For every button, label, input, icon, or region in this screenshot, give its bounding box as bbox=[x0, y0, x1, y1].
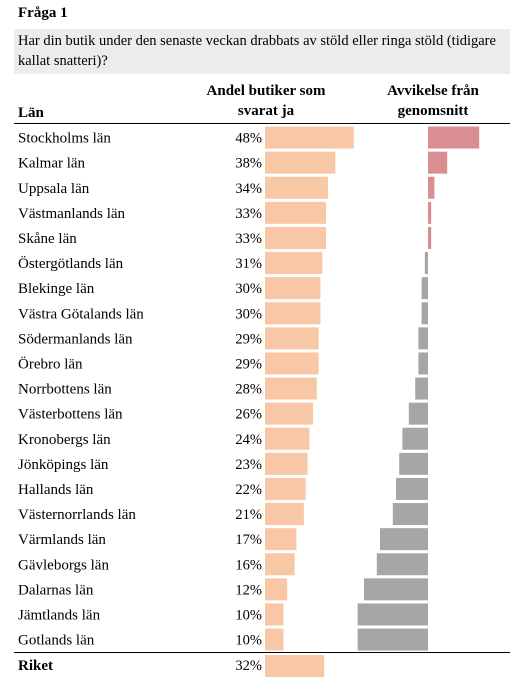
share-bar bbox=[265, 603, 284, 626]
share-bar bbox=[265, 302, 321, 325]
share-value-label: 28% bbox=[235, 382, 262, 398]
county-label: Dalarnas län bbox=[18, 582, 94, 598]
share-bar bbox=[265, 327, 319, 350]
deviation-bar bbox=[402, 427, 428, 450]
deviation-bar bbox=[418, 352, 428, 375]
county-label: Kalmar län bbox=[18, 156, 86, 172]
deviation-bar bbox=[415, 377, 428, 400]
county-label: Västernorrlands län bbox=[18, 507, 136, 523]
share-value-label: 31% bbox=[235, 256, 262, 272]
deviation-bar bbox=[364, 578, 428, 601]
share-bar bbox=[265, 503, 304, 526]
share-value-label: 17% bbox=[235, 532, 262, 548]
question-text: Har din butik under den senaste veckan d… bbox=[14, 29, 510, 74]
share-value-label: 24% bbox=[235, 432, 262, 448]
county-label: Värmlands län bbox=[18, 532, 106, 548]
share-bar bbox=[265, 226, 327, 249]
share-bar bbox=[265, 628, 284, 651]
county-label: Södermanlands län bbox=[18, 331, 133, 347]
county-label: Skåne län bbox=[18, 231, 77, 247]
column-header-andel: Andel butiker som svarat ja bbox=[206, 83, 326, 119]
question-title: Fråga 1 bbox=[18, 5, 68, 21]
share-value-label: 21% bbox=[235, 507, 262, 523]
share-value-label: 12% bbox=[235, 582, 262, 598]
deviation-bar bbox=[424, 252, 428, 275]
total-label: Riket bbox=[18, 658, 53, 674]
share-value-label: 29% bbox=[235, 356, 262, 372]
share-value-label: 38% bbox=[235, 156, 262, 172]
share-value-label: 26% bbox=[235, 407, 262, 423]
share-bar bbox=[265, 477, 306, 500]
county-label: Stockholms län bbox=[18, 131, 111, 147]
share-bar bbox=[265, 377, 317, 400]
deviation-bar bbox=[408, 402, 428, 425]
header-divider bbox=[14, 123, 510, 124]
total-divider bbox=[14, 652, 510, 653]
total-value-label: 32% bbox=[235, 658, 262, 674]
share-value-label: 16% bbox=[235, 557, 262, 573]
deviation-bar bbox=[418, 327, 428, 350]
county-label: Jämtlands län bbox=[18, 607, 101, 623]
county-label: Uppsala län bbox=[18, 181, 90, 197]
share-value-label: 10% bbox=[235, 633, 262, 649]
deviation-bar bbox=[428, 226, 432, 249]
deviation-bar bbox=[428, 151, 448, 174]
share-value-label: 10% bbox=[235, 607, 262, 623]
county-label: Hallands län bbox=[18, 482, 94, 498]
share-value-label: 30% bbox=[235, 306, 262, 322]
share-value-label: 33% bbox=[235, 206, 262, 222]
deviation-bar bbox=[428, 201, 432, 224]
share-bar bbox=[265, 277, 321, 300]
column-header-avvikelse: Avvikelse från genomsnitt bbox=[387, 83, 479, 119]
county-label: Östergötlands län bbox=[18, 255, 124, 272]
share-bar bbox=[265, 176, 328, 199]
county-label: Gävleborgs län bbox=[18, 557, 109, 573]
deviation-bar bbox=[428, 126, 480, 149]
share-bar bbox=[265, 402, 314, 425]
share-bar bbox=[265, 252, 323, 275]
county-label: Norrbottens län bbox=[18, 382, 112, 398]
share-value-label: 29% bbox=[235, 331, 262, 347]
deviation-bar bbox=[396, 477, 428, 500]
share-bar bbox=[265, 452, 308, 475]
county-label: Jönköpings län bbox=[18, 457, 109, 473]
share-value-label: 23% bbox=[235, 457, 262, 473]
column-header-lan: Län bbox=[18, 105, 44, 121]
share-bar bbox=[265, 201, 327, 224]
county-label: Örebro län bbox=[18, 355, 83, 372]
share-value-label: 33% bbox=[235, 231, 262, 247]
deviation-bar bbox=[428, 176, 435, 199]
county-label: Gotlands län bbox=[18, 633, 95, 649]
share-bar bbox=[265, 427, 310, 450]
deviation-bar bbox=[421, 277, 428, 300]
share-bar bbox=[265, 553, 295, 576]
deviation-bar bbox=[357, 603, 428, 626]
share-bar bbox=[265, 528, 297, 551]
deviation-bar bbox=[357, 628, 428, 651]
share-value-label: 30% bbox=[235, 281, 262, 297]
county-label: Västmanlands län bbox=[18, 206, 126, 222]
county-label: Kronobergs län bbox=[18, 432, 111, 448]
deviation-bar bbox=[376, 553, 428, 576]
deviation-bar bbox=[421, 302, 428, 325]
deviation-bar bbox=[380, 528, 428, 551]
share-value-label: 34% bbox=[235, 181, 262, 197]
deviation-bar bbox=[392, 503, 428, 526]
deviation-bar bbox=[399, 452, 428, 475]
county-label: Blekinge län bbox=[18, 281, 95, 297]
county-label: Västra Götalands län bbox=[18, 306, 144, 322]
share-bar bbox=[265, 126, 354, 149]
county-label: Västerbottens län bbox=[18, 407, 123, 423]
share-value-label: 48% bbox=[235, 131, 262, 147]
share-bar bbox=[265, 352, 319, 375]
total-share-bar bbox=[265, 655, 325, 677]
share-bar bbox=[265, 578, 288, 601]
share-bar bbox=[265, 151, 336, 174]
share-value-label: 22% bbox=[235, 482, 262, 498]
